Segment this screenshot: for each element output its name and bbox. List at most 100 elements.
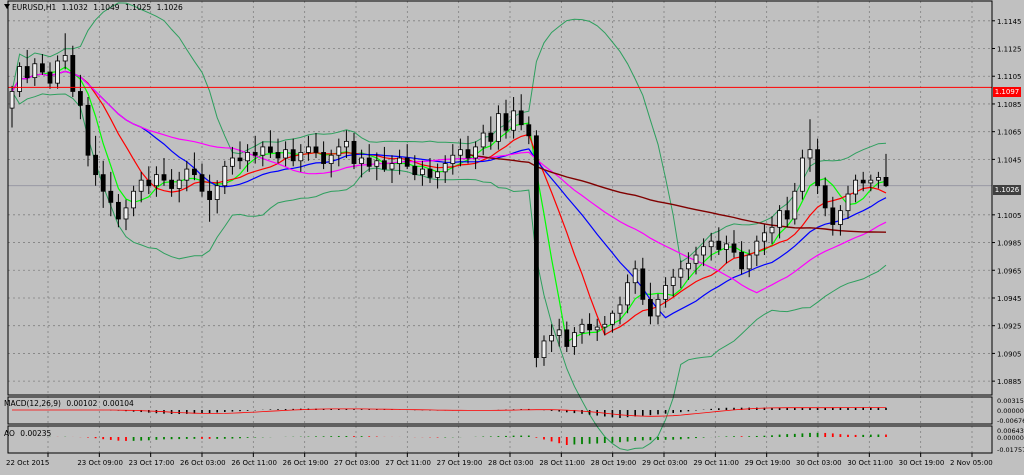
candle-body[interactable] bbox=[397, 157, 403, 164]
candle-body[interactable] bbox=[670, 276, 676, 286]
candle-body[interactable] bbox=[267, 146, 273, 153]
candle-body[interactable] bbox=[343, 140, 349, 148]
candle-body[interactable] bbox=[876, 177, 881, 181]
candle-body[interactable] bbox=[290, 149, 296, 162]
candle-body[interactable] bbox=[883, 177, 889, 187]
candle-body[interactable] bbox=[556, 329, 562, 336]
candle-body[interactable] bbox=[161, 174, 167, 181]
candle-body[interactable] bbox=[176, 179, 182, 189]
candle-body[interactable] bbox=[93, 154, 98, 176]
candle-body[interactable] bbox=[731, 243, 737, 253]
candle-body[interactable] bbox=[594, 326, 600, 331]
candle-body[interactable] bbox=[260, 146, 266, 156]
candle-body[interactable] bbox=[237, 157, 243, 162]
candle-body[interactable] bbox=[815, 149, 820, 187]
candle-body[interactable] bbox=[686, 262, 691, 270]
candle-body[interactable] bbox=[191, 168, 197, 176]
candle-body[interactable] bbox=[868, 179, 874, 184]
candle-body[interactable] bbox=[138, 179, 144, 192]
candle-body[interactable] bbox=[663, 285, 668, 300]
candle-body[interactable] bbox=[724, 243, 729, 250]
candle-body[interactable] bbox=[40, 63, 45, 73]
candle-body[interactable] bbox=[245, 152, 251, 162]
candle-body[interactable] bbox=[488, 132, 494, 142]
candle-body[interactable] bbox=[640, 268, 646, 300]
candle-body[interactable] bbox=[229, 157, 235, 167]
candle-body[interactable] bbox=[153, 174, 159, 187]
candle-body[interactable] bbox=[617, 304, 623, 314]
candle-body[interactable] bbox=[518, 110, 524, 126]
candle-body[interactable] bbox=[716, 240, 722, 250]
candle-body[interactable] bbox=[351, 140, 357, 164]
candle-body[interactable] bbox=[252, 152, 258, 156]
candle-body[interactable] bbox=[648, 298, 653, 317]
candle-body[interactable] bbox=[457, 149, 463, 156]
candle-body[interactable] bbox=[784, 210, 790, 220]
candle-body[interactable] bbox=[769, 226, 775, 234]
candle-body[interactable] bbox=[214, 185, 220, 200]
candle-body[interactable] bbox=[199, 174, 205, 192]
candle-body[interactable] bbox=[762, 232, 767, 242]
candle-body[interactable] bbox=[860, 179, 866, 184]
candle-body[interactable] bbox=[116, 201, 121, 220]
candle-body[interactable] bbox=[739, 251, 744, 270]
candle-body[interactable] bbox=[131, 190, 137, 209]
candle-body[interactable] bbox=[404, 157, 410, 167]
candle-body[interactable] bbox=[678, 268, 684, 278]
candle-body[interactable] bbox=[47, 71, 53, 84]
candle-body[interactable] bbox=[184, 168, 190, 181]
candle-body[interactable] bbox=[632, 268, 638, 284]
candle-body[interactable] bbox=[108, 190, 114, 203]
candle-body[interactable] bbox=[62, 55, 68, 62]
candle-body[interactable] bbox=[313, 146, 319, 153]
candle-body[interactable] bbox=[602, 323, 608, 328]
candle-body[interactable] bbox=[572, 332, 577, 347]
candle-body[interactable] bbox=[336, 146, 342, 156]
candle-body[interactable] bbox=[701, 246, 706, 256]
candle-body[interactable] bbox=[24, 66, 30, 79]
candle-body[interactable] bbox=[374, 160, 380, 167]
candle-body[interactable] bbox=[693, 254, 699, 264]
candle-body[interactable] bbox=[283, 149, 289, 159]
candle-body[interactable] bbox=[305, 146, 311, 153]
candle-body[interactable] bbox=[359, 157, 365, 164]
candle-body[interactable] bbox=[146, 179, 152, 187]
candle-body[interactable] bbox=[807, 149, 813, 159]
candle-body[interactable] bbox=[412, 165, 418, 176]
candle-body[interactable] bbox=[708, 240, 714, 248]
candle-body[interactable] bbox=[473, 146, 479, 159]
candle-body[interactable] bbox=[55, 60, 60, 84]
candle-body[interactable] bbox=[587, 323, 592, 331]
candlesticks[interactable] bbox=[9, 33, 889, 368]
candle-body[interactable] bbox=[427, 168, 433, 178]
candle-body[interactable] bbox=[625, 282, 630, 306]
candle-body[interactable] bbox=[853, 179, 858, 195]
candle-body[interactable] bbox=[123, 207, 129, 220]
candle-body[interactable] bbox=[328, 154, 334, 164]
candle-body[interactable] bbox=[746, 254, 752, 270]
candle-body[interactable] bbox=[495, 113, 501, 142]
candle-body[interactable] bbox=[822, 185, 828, 209]
candle-body[interactable] bbox=[207, 190, 213, 200]
candle-body[interactable] bbox=[480, 132, 486, 148]
candle-body[interactable] bbox=[70, 55, 76, 92]
candle-body[interactable] bbox=[435, 171, 441, 178]
candle-body[interactable] bbox=[800, 157, 805, 192]
candle-body[interactable] bbox=[534, 135, 539, 358]
candle-body[interactable] bbox=[381, 160, 387, 170]
candle-body[interactable] bbox=[777, 210, 782, 228]
candle-body[interactable] bbox=[541, 340, 547, 358]
candle-body[interactable] bbox=[298, 152, 304, 162]
candle-body[interactable] bbox=[222, 165, 228, 187]
candle-body[interactable] bbox=[465, 149, 471, 159]
candle-body[interactable] bbox=[17, 66, 23, 92]
candle-body[interactable] bbox=[526, 124, 532, 137]
candle-body[interactable] bbox=[655, 298, 661, 317]
candle-body[interactable] bbox=[9, 91, 15, 109]
candle-body[interactable] bbox=[838, 210, 843, 225]
candle-body[interactable] bbox=[366, 157, 372, 167]
candle-body[interactable] bbox=[450, 154, 456, 164]
candle-body[interactable] bbox=[275, 152, 281, 159]
candle-body[interactable] bbox=[830, 207, 836, 225]
